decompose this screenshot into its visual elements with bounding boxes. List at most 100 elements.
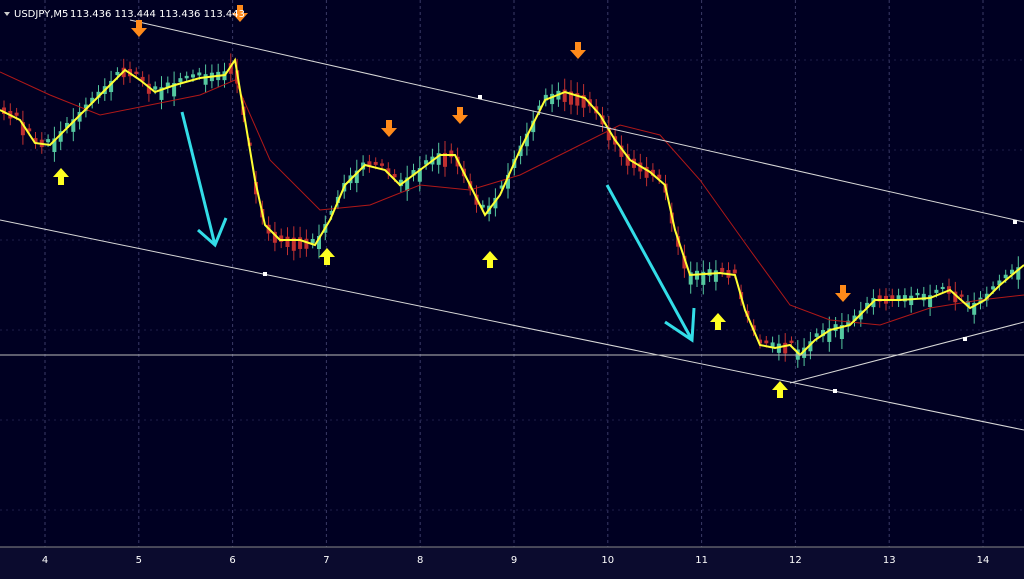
sell-signal bbox=[381, 120, 397, 137]
candle-body bbox=[153, 86, 158, 90]
header-toggle[interactable] bbox=[4, 12, 10, 16]
candle-body bbox=[524, 133, 529, 147]
candle-body bbox=[405, 177, 410, 192]
x-tick-label: 14 bbox=[977, 555, 990, 566]
candle-body bbox=[109, 80, 114, 93]
candle-body bbox=[852, 315, 857, 321]
candle-body bbox=[833, 324, 838, 331]
candle-body bbox=[821, 330, 825, 337]
candle-body bbox=[965, 301, 970, 307]
candle-body bbox=[644, 166, 649, 178]
sell-signal bbox=[232, 5, 248, 22]
sell-signal bbox=[452, 107, 468, 124]
candle-body bbox=[33, 138, 38, 144]
x-tick-label: 11 bbox=[695, 555, 708, 566]
candle-body bbox=[657, 174, 662, 179]
moving-average-slow bbox=[0, 71, 1024, 326]
candle-body bbox=[625, 154, 630, 166]
x-axis-bar bbox=[0, 547, 1024, 579]
candle-body bbox=[802, 347, 807, 358]
x-tick-label: 13 bbox=[883, 555, 896, 566]
candle-body bbox=[1016, 267, 1021, 280]
x-tick-label: 12 bbox=[789, 555, 802, 566]
x-tick-label: 6 bbox=[229, 555, 235, 566]
candle-body bbox=[178, 78, 183, 83]
candle-body bbox=[543, 94, 548, 101]
candle-body bbox=[575, 93, 580, 106]
candle-body bbox=[997, 280, 1002, 286]
candle-body bbox=[392, 174, 397, 178]
candle-body bbox=[789, 340, 794, 344]
candle-body bbox=[827, 328, 832, 342]
candle-body bbox=[140, 76, 145, 82]
candle-body bbox=[770, 342, 775, 348]
buy-signal bbox=[482, 251, 498, 268]
candle-body bbox=[877, 295, 882, 302]
anchor bbox=[833, 389, 837, 393]
candle-body bbox=[1003, 274, 1008, 279]
trend-line bbox=[789, 321, 1024, 384]
candle-body bbox=[581, 95, 586, 108]
candle-body bbox=[46, 139, 51, 143]
candle-body bbox=[20, 122, 25, 136]
candle-body bbox=[184, 75, 189, 79]
candle-body bbox=[619, 145, 624, 157]
candle-body bbox=[688, 272, 693, 285]
candle-body bbox=[808, 341, 813, 352]
quote: 113.436 113.444 113.436 113.443 bbox=[70, 9, 245, 20]
trend-arrow bbox=[605, 184, 696, 343]
candle-body bbox=[228, 63, 233, 74]
candle-body bbox=[783, 342, 788, 354]
anchor bbox=[963, 337, 967, 341]
candle-body bbox=[776, 343, 781, 353]
candle-body bbox=[373, 161, 378, 165]
candle-body bbox=[304, 238, 309, 249]
candle-body bbox=[732, 269, 737, 274]
candle-body bbox=[272, 231, 277, 243]
candle-body bbox=[890, 295, 895, 302]
candle-body bbox=[172, 83, 177, 97]
buy-signal bbox=[710, 313, 726, 330]
x-tick-label: 5 bbox=[136, 555, 142, 566]
candle-body bbox=[531, 120, 536, 133]
candle-body bbox=[436, 153, 441, 165]
candle-body bbox=[713, 270, 718, 282]
candle-body bbox=[846, 320, 851, 327]
signals bbox=[53, 5, 851, 398]
x-tick-label: 8 bbox=[417, 555, 423, 566]
candle-body bbox=[569, 91, 573, 105]
candle-body bbox=[165, 82, 170, 88]
candle-body bbox=[298, 237, 303, 249]
candle-body bbox=[499, 185, 504, 189]
candle-body bbox=[865, 302, 870, 308]
candle-body bbox=[134, 71, 139, 74]
candle-body bbox=[537, 105, 542, 110]
x-tick-label: 7 bbox=[323, 555, 329, 566]
candle-body bbox=[380, 163, 384, 166]
grid bbox=[0, 0, 1024, 547]
candle-body bbox=[909, 295, 914, 306]
trend-arrow bbox=[180, 111, 228, 248]
candle-body bbox=[146, 83, 151, 94]
candle-body bbox=[14, 112, 19, 116]
candle-body bbox=[940, 286, 945, 290]
candle-body bbox=[701, 271, 706, 285]
candle-body bbox=[367, 161, 372, 167]
candle-body bbox=[934, 289, 939, 293]
candle-body bbox=[354, 170, 359, 184]
candle-body bbox=[896, 295, 901, 302]
trend-arrows bbox=[180, 111, 696, 343]
candle-body bbox=[65, 122, 69, 128]
candle-body bbox=[411, 170, 416, 176]
sell-signal bbox=[835, 285, 851, 302]
candle-body bbox=[115, 71, 120, 76]
candle-body bbox=[550, 93, 555, 105]
x-tick-label: 4 bbox=[42, 555, 48, 566]
anchor bbox=[263, 272, 267, 276]
candle-body bbox=[758, 339, 762, 344]
candle-body bbox=[197, 72, 202, 76]
candle-body bbox=[959, 294, 964, 297]
candle-body bbox=[329, 210, 334, 215]
sell-signal bbox=[131, 20, 147, 37]
candle-body bbox=[159, 87, 164, 100]
